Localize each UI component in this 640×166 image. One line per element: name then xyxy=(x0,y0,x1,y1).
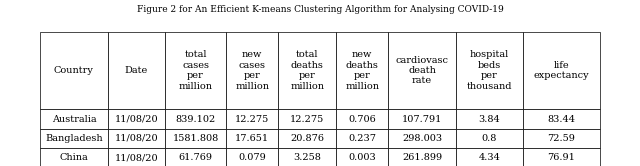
Text: Figure 2 for An Efficient K-means Clustering Algorithm for Analysing COVID-19: Figure 2 for An Efficient K-means Cluste… xyxy=(136,5,504,14)
